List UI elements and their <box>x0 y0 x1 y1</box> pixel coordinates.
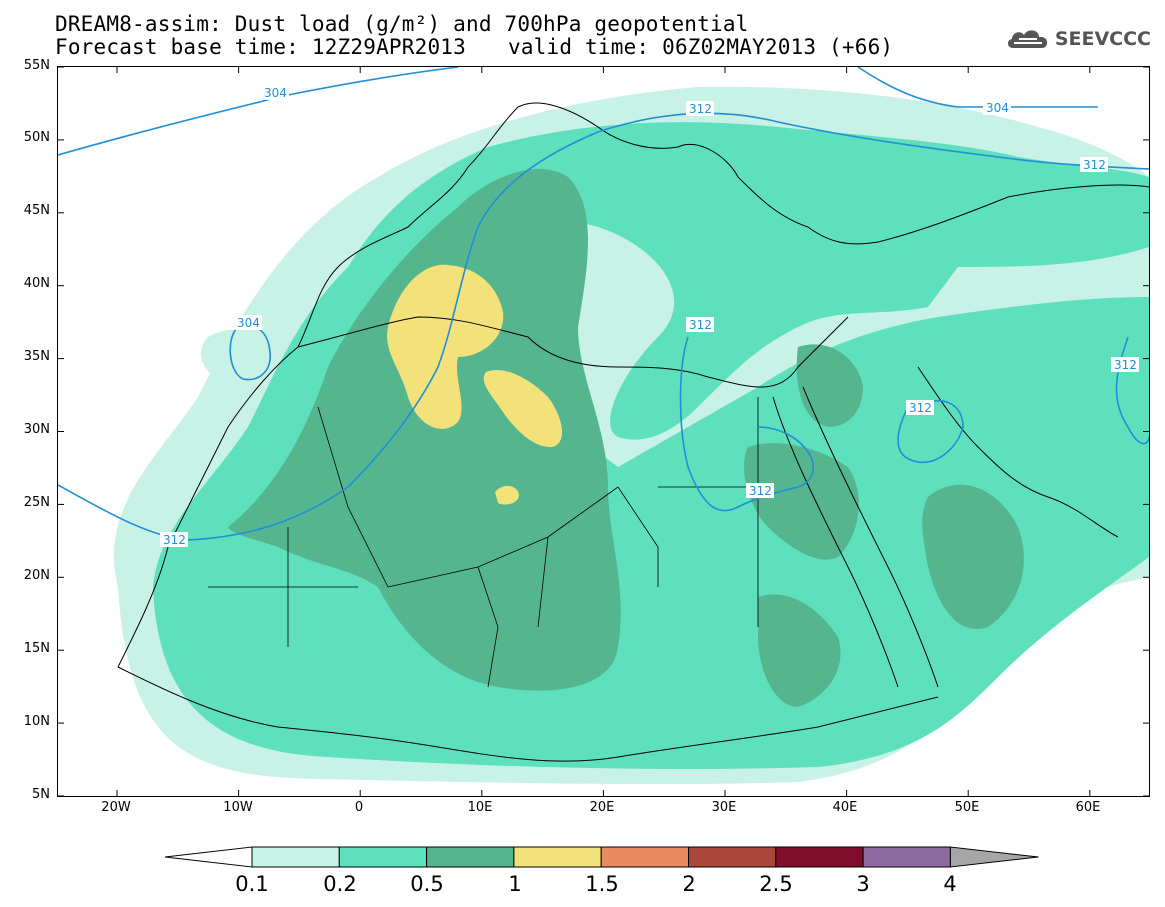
lon-label-60e: 60E <box>1075 800 1101 815</box>
lat-label-20n: 20N <box>23 568 50 583</box>
dust-region-0.5-levant <box>796 344 863 427</box>
contour-label-312: 312 <box>749 484 772 498</box>
colorbar-box <box>862 846 951 868</box>
coastline-gulf <box>917 366 1119 538</box>
dust-region-0.5-arabia <box>922 484 1024 629</box>
coastline-med <box>297 316 849 388</box>
colorbar-label-0.2: 0.2 <box>323 872 357 896</box>
contour-label-312: 312 <box>909 401 932 415</box>
contour-312 <box>58 112 1149 541</box>
contour-label-312: 312 <box>689 102 712 116</box>
lat-label-50n: 50N <box>23 130 50 145</box>
contour-312-egypt <box>679 336 814 512</box>
contour-label-312: 312 <box>1083 158 1106 172</box>
contour-label-304: 304 <box>986 101 1009 115</box>
dust-region-0.1-atlantic <box>200 329 274 383</box>
dust-region-1-spot <box>495 485 519 505</box>
lon-label-20w: 20W <box>101 800 131 815</box>
colorbar-label-4: 4 <box>943 872 957 896</box>
contour-304-north <box>58 67 459 156</box>
contour-label-304: 304 <box>264 86 287 100</box>
colorbar-over-triangle <box>949 846 1039 868</box>
logo-text: SEEVCCC <box>1054 28 1151 50</box>
dust-map: 304 312 304 312 304 312 312 312 312 312 <box>58 67 1149 796</box>
valid-time: valid time: 06Z02MAY2013 (+66) <box>507 35 894 59</box>
lat-label-25n: 25N <box>23 495 50 510</box>
base-time: Forecast base time: 12Z29APR2013 <box>55 35 466 59</box>
lon-label-20e: 20E <box>589 800 615 815</box>
colorbar-box <box>688 846 777 868</box>
map-area: 304 312 304 312 304 312 312 312 312 312 <box>57 66 1150 797</box>
coastline-redsea <box>772 386 939 688</box>
dust-region-0.5 <box>228 168 621 691</box>
chart-subtitle: Forecast base time: 12Z29APR2013 valid ti… <box>55 36 893 58</box>
colorbar-label-1.5: 1.5 <box>585 872 619 896</box>
contour-label-312: 312 <box>689 318 712 332</box>
lat-label-15n: 15N <box>23 641 50 656</box>
lon-label-0: 0 <box>354 800 364 815</box>
contour-label-304: 304 <box>237 316 260 330</box>
seevccc-logo: SEEVCCC <box>1005 26 1151 52</box>
lat-label-5n: 5N <box>32 787 50 802</box>
cloud-icon <box>1007 30 1047 48</box>
lon-label-30e: 30E <box>711 800 737 815</box>
colorbar-box <box>513 846 602 868</box>
coastline-africa-south <box>117 666 939 762</box>
colorbar-label-0.1: 0.1 <box>235 872 269 896</box>
dust-region-0.5-sudan <box>758 594 841 707</box>
colorbar-box <box>600 846 690 868</box>
lon-label-40e: 40E <box>832 800 858 815</box>
colorbar-box <box>775 846 864 868</box>
contour-304-ne <box>857 67 1098 108</box>
contour-label-312: 312 <box>1114 358 1137 372</box>
coastline <box>117 102 1149 668</box>
colorbar-box <box>338 846 428 868</box>
lat-label-40n: 40N <box>23 276 50 291</box>
contour-312-iran <box>897 400 964 464</box>
lon-label-10w: 10W <box>223 800 253 815</box>
chart-title: DREAM8-assim: Dust load (g/m²) and 700hP… <box>55 12 749 36</box>
colorbar-box <box>426 846 515 868</box>
lon-label-50e: 50E <box>954 800 980 815</box>
lat-label-30n: 30N <box>23 422 50 437</box>
contour-labels: 304 312 304 312 304 312 312 312 312 312 <box>160 85 1139 547</box>
lat-label-10n: 10N <box>23 714 50 729</box>
contour-label-312: 312 <box>163 533 186 547</box>
colorbar-label-3: 3 <box>856 872 870 896</box>
lat-label-45n: 45N <box>23 203 50 218</box>
lat-label-55n: 55N <box>23 58 50 73</box>
axis-ticks <box>58 67 1149 796</box>
colorbar-label-2: 2 <box>682 872 696 896</box>
colorbar-label-0.5: 0.5 <box>410 872 444 896</box>
lon-label-10e: 10E <box>467 800 493 815</box>
colorbar <box>164 846 1039 868</box>
lat-label-35n: 35N <box>23 349 50 364</box>
colorbar-label-2.5: 2.5 <box>759 872 793 896</box>
colorbar-box <box>251 846 340 868</box>
colorbar-under-triangle <box>164 846 253 868</box>
dust-region-1-libya <box>483 369 563 448</box>
colorbar-label-1: 1 <box>508 872 522 896</box>
